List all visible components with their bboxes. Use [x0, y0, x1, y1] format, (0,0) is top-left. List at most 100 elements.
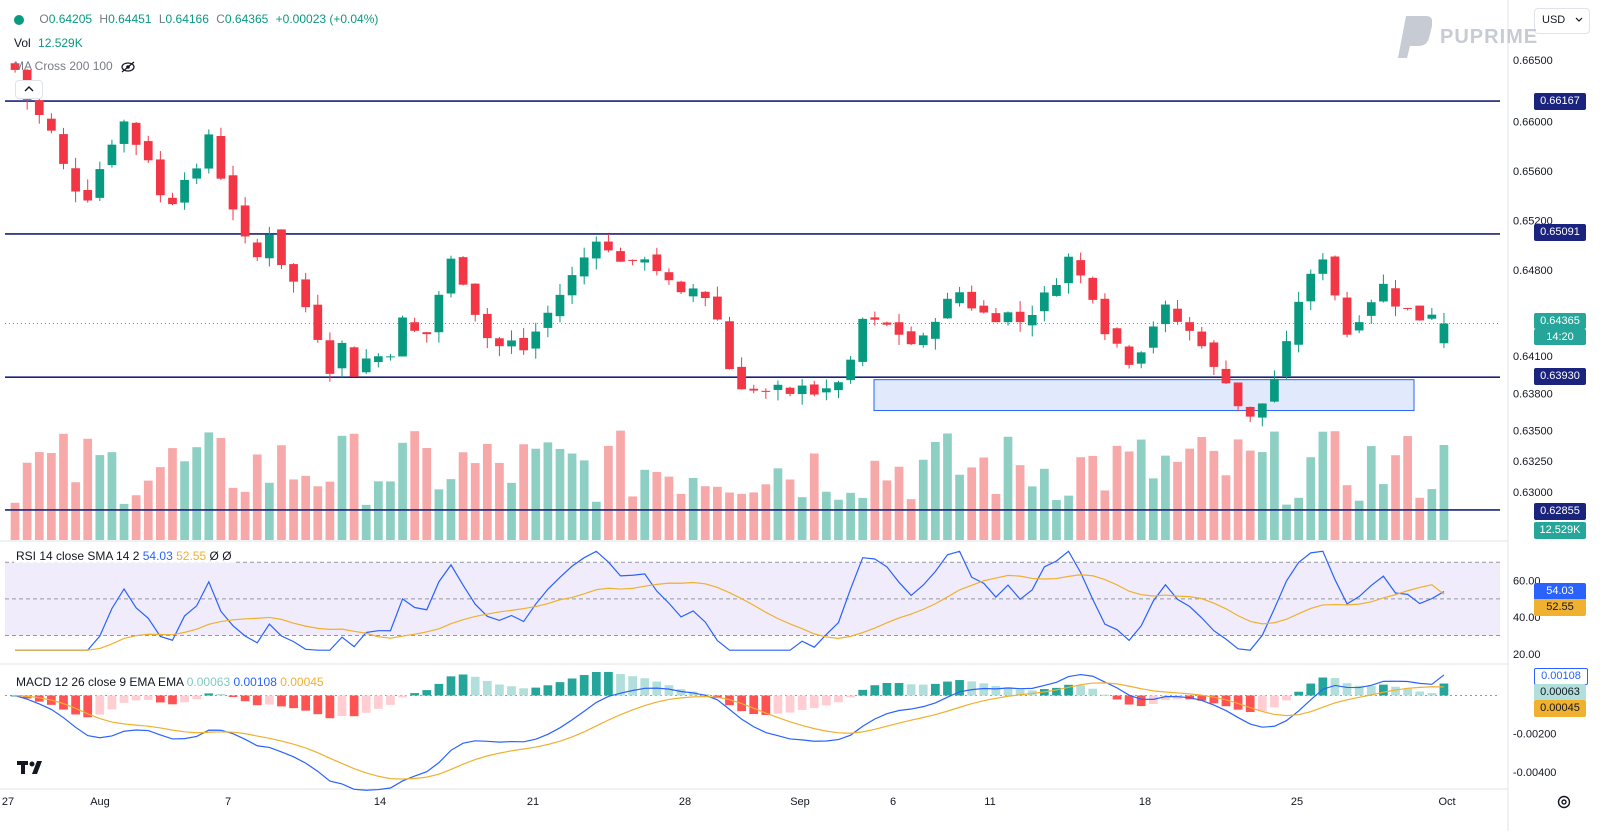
candle-body	[543, 312, 553, 328]
volume-bar	[1342, 485, 1352, 540]
macd-hist-bar	[1415, 691, 1425, 696]
macd-hist-bar	[664, 685, 674, 696]
candle-body	[10, 63, 20, 70]
rsi-legend[interactable]: RSI 14 close SMA 14 2 54.03 52.55 Ø Ø	[14, 549, 234, 563]
rsi-ma-tag: Ø	[209, 549, 219, 563]
macd-hist-bar	[192, 695, 202, 700]
volume-bar	[640, 469, 650, 540]
volume-legend[interactable]: Vol 12.529K	[14, 36, 87, 50]
price-tick-label-7: 0.63500	[1513, 425, 1553, 437]
volume-bar	[1027, 486, 1037, 540]
volume-bar	[83, 438, 93, 540]
candle-body	[652, 254, 662, 271]
volume-bar	[809, 453, 819, 540]
volume-bar	[664, 476, 674, 540]
volume-bar	[979, 457, 989, 540]
settings-button[interactable]	[1556, 794, 1572, 815]
macd-hist-bar	[604, 671, 613, 696]
macd-hist-bar	[1100, 694, 1110, 696]
volume-bar	[168, 448, 177, 540]
candle-body	[991, 313, 1001, 323]
macd-hist-bar	[1342, 683, 1352, 696]
macd-tick-label-0: -0.00200	[1513, 729, 1556, 741]
macd-hist-bar	[567, 678, 577, 696]
candle-body	[446, 258, 456, 294]
macd-hist-bar	[325, 695, 335, 719]
candle-body	[1173, 308, 1182, 322]
currency-select[interactable]: USD	[1534, 8, 1590, 34]
candle-body	[1306, 273, 1316, 302]
macd-hist-bar	[361, 695, 371, 713]
volume-bar	[71, 482, 80, 540]
macd-hist-bar	[797, 695, 807, 710]
candle-body	[676, 281, 686, 293]
macd-hist-bar	[822, 695, 831, 706]
volume-bar	[749, 492, 759, 540]
volume-bar	[591, 501, 601, 540]
candle-body	[604, 241, 613, 251]
open-value: 0.64205	[48, 12, 93, 26]
macd-hist-bar	[943, 681, 952, 696]
ma-cross-legend[interactable]: MA Cross 200 100	[14, 59, 140, 73]
macd-hist-bar	[240, 695, 250, 702]
volume-bar	[470, 463, 480, 540]
candle-body	[252, 242, 262, 258]
eye-off-icon[interactable]	[120, 61, 136, 73]
volume-bar	[301, 475, 311, 540]
macd-hist-bar	[434, 683, 444, 696]
puprime-logo	[1396, 16, 1433, 63]
price-tick-label-8: 0.63250	[1513, 456, 1553, 468]
candle-body	[1197, 331, 1207, 347]
macd-hist-bar	[1088, 688, 1098, 696]
candle-body	[156, 159, 165, 196]
ohlc-legend: O0.64205 H0.64451 L0.64166 C0.64365 +0.0…	[14, 12, 382, 26]
puprime-logo-mark	[1398, 16, 1433, 58]
candle-body	[361, 358, 371, 373]
rsi-ma-value: 52.55	[176, 549, 207, 563]
time-tick-label-5: 28	[679, 796, 691, 808]
candle-body	[1221, 368, 1231, 384]
candle-body	[967, 291, 977, 309]
volume-bar	[616, 430, 625, 540]
vol-label: Vol	[14, 36, 31, 50]
tradingview-logo[interactable]	[17, 759, 49, 782]
macd-hist-bar	[204, 693, 214, 696]
volume-bar	[737, 493, 746, 540]
macd-legend[interactable]: MACD 12 26 close 9 EMA EMA 0.00063 0.001…	[14, 675, 326, 689]
candle-body	[470, 283, 480, 315]
volume-bar	[713, 486, 722, 540]
volume-bar	[1318, 431, 1328, 540]
volume-bar	[1052, 500, 1061, 540]
macd-hist-bar	[470, 676, 480, 696]
volume-bar	[918, 459, 928, 540]
volume-bar	[495, 462, 504, 540]
macd-hist-bar	[930, 683, 940, 696]
volume-bar	[1294, 497, 1303, 540]
macd-hist-bar	[119, 695, 129, 703]
candle-body	[1366, 302, 1376, 316]
volume-bar	[264, 482, 274, 540]
macd-hist-bar	[95, 695, 105, 715]
volume-bar	[943, 433, 952, 540]
volume-bar	[422, 447, 432, 540]
macd-tick-label-1: -0.00400	[1513, 767, 1556, 779]
volume-bar	[1427, 489, 1437, 540]
macd-hist-bar	[785, 695, 795, 713]
candle-body	[458, 257, 468, 285]
volume-bar	[119, 503, 129, 540]
status-dot-icon	[14, 14, 24, 25]
macd-hist-bar	[386, 695, 395, 705]
candle-body	[192, 168, 202, 179]
candle-body	[168, 197, 177, 205]
macd-hist-bar	[1173, 695, 1182, 700]
macd-hist-bar	[846, 695, 855, 698]
volume-bar	[1015, 465, 1025, 540]
candle-body	[1136, 352, 1146, 364]
macd-hist-bar	[277, 695, 286, 707]
candle-body	[240, 205, 250, 237]
collapse-legend-button[interactable]	[15, 80, 43, 99]
macd-hist-bar	[531, 687, 541, 696]
candle-body	[664, 272, 674, 281]
candle-body	[943, 298, 952, 319]
